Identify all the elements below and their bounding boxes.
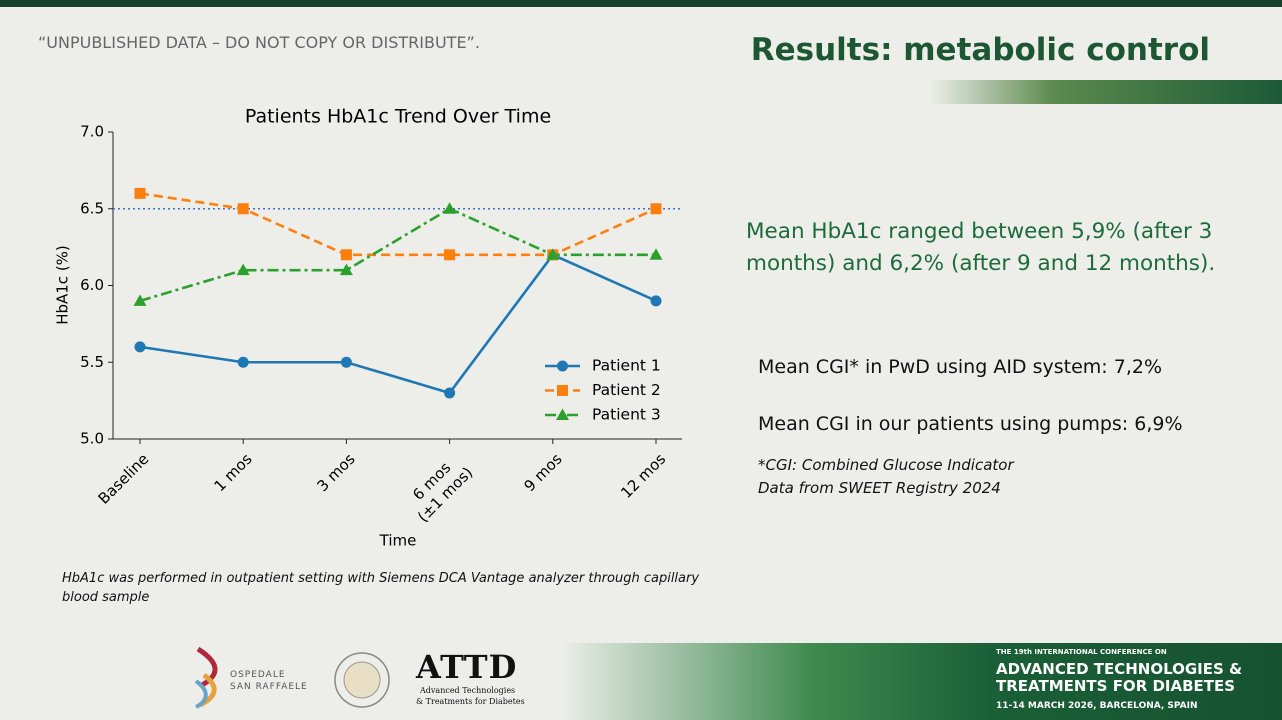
marker xyxy=(546,248,560,260)
chart: Patients HbA1c Trend Over Time Time HbA1… xyxy=(54,106,682,550)
y-tick-label: 7.0 xyxy=(80,123,104,141)
marker xyxy=(649,248,663,260)
y-tick-label: 6.5 xyxy=(80,199,104,217)
conference-text: THE 19th INTERNATIONAL CONFERENCE ON xyxy=(996,648,1167,656)
attd-logo: ATTD xyxy=(416,648,518,686)
marker xyxy=(650,203,662,215)
legend-label: Patient 3 xyxy=(592,406,661,424)
marker xyxy=(237,356,249,368)
y-axis-label: HbA1c (%) xyxy=(54,245,72,325)
finding: Mean CGI in our patients using pumps: 6,… xyxy=(758,413,1183,435)
marker xyxy=(134,341,146,353)
slide-title: Results: metabolic control xyxy=(750,32,1210,68)
marker xyxy=(237,203,249,215)
hospital-logo-text: OSPEDALE xyxy=(230,670,286,680)
y-tick-label: 5.0 xyxy=(80,430,104,448)
marker xyxy=(557,385,568,396)
chart-note: HbA1c was performed in outpatient settin… xyxy=(62,571,700,605)
finding: Mean HbA1c ranged between 5,9% (after 3 … xyxy=(746,219,1216,276)
hospital-logo-mark xyxy=(194,646,218,709)
marker xyxy=(236,263,250,276)
notice: “UNPUBLISHED DATA – DO NOT COPY OR DISTR… xyxy=(38,33,480,52)
hospital-logo-text: SAN RAFFAELE xyxy=(230,682,308,692)
conference-text: 11-14 MARCH 2026, BARCELONA, SPAIN xyxy=(996,701,1198,711)
marker xyxy=(133,294,147,306)
marker xyxy=(557,360,568,372)
legend-label: Patient 1 xyxy=(592,357,661,375)
marker xyxy=(340,249,352,261)
marker xyxy=(444,387,456,399)
y-tick-label: 5.5 xyxy=(80,353,104,371)
marker xyxy=(444,249,456,261)
marker xyxy=(340,356,352,368)
marker xyxy=(134,187,146,199)
marker xyxy=(339,263,353,276)
conference-banner xyxy=(560,643,1282,720)
y-tick-label: 6.0 xyxy=(80,276,104,294)
marker xyxy=(556,408,569,420)
top-bar xyxy=(0,0,1282,7)
series-line xyxy=(139,253,657,395)
legend-label: Patient 2 xyxy=(592,381,661,399)
series-line xyxy=(139,207,656,303)
title-strip xyxy=(930,80,1282,104)
conference-text: ADVANCED TECHNOLOGIES & xyxy=(996,660,1243,678)
footnote: *CGI: Combined Glucose Indicator xyxy=(758,456,1014,474)
chart-title: Patients HbA1c Trend Over Time xyxy=(245,106,551,128)
marker xyxy=(443,202,457,214)
series-line xyxy=(139,192,657,257)
x-axis-label: Time xyxy=(379,532,417,550)
attd-logo-text: & Treatments for Diabetes xyxy=(416,697,525,706)
university-seal xyxy=(334,652,390,708)
footnote: Data from SWEET Registry 2024 xyxy=(758,479,1001,497)
conference-text: TREATMENTS FOR DIABETES xyxy=(996,677,1236,695)
finding: Mean CGI* in PwD using AID system: 7,2% xyxy=(758,356,1163,378)
marker xyxy=(650,295,662,307)
attd-logo-text: Advanced Technologies xyxy=(420,686,516,695)
